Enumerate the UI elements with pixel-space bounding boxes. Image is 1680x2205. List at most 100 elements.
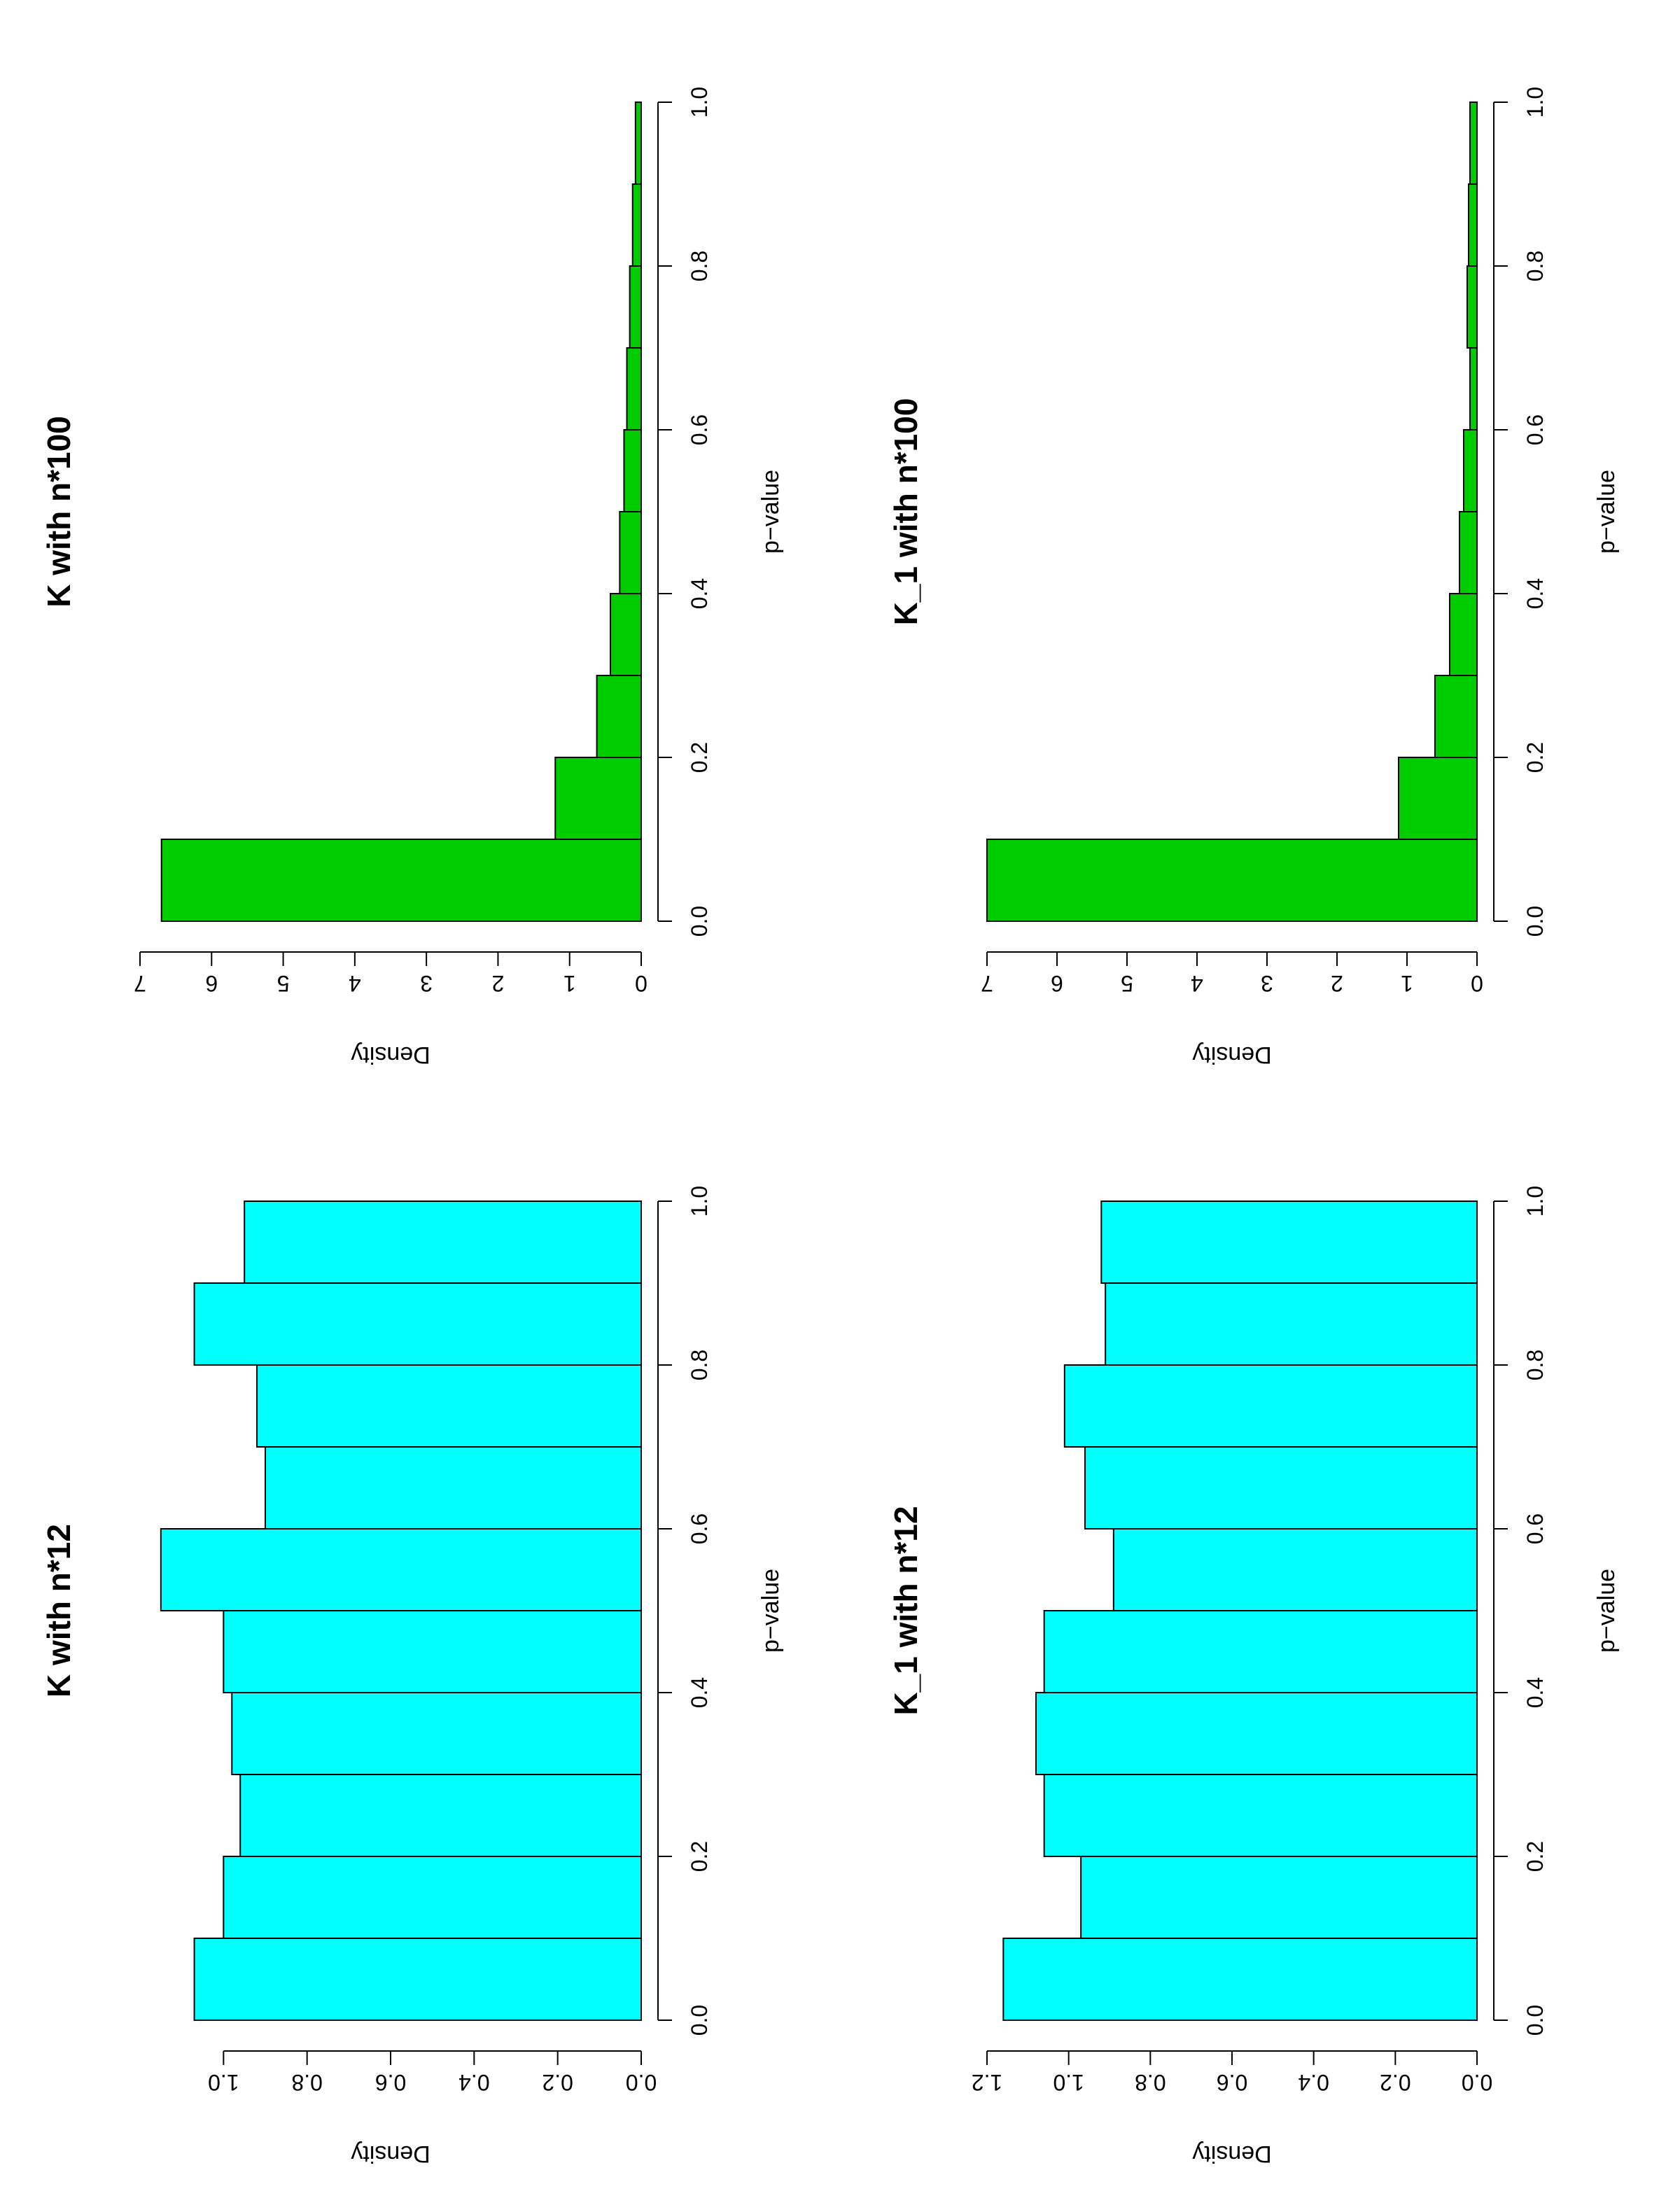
y-tick-label: 1 xyxy=(564,971,576,996)
y-tick-label: 0.6 xyxy=(375,2070,406,2095)
y-axis-label: Density xyxy=(1192,1042,1271,1068)
x-tick-label: 1.0 xyxy=(1522,1186,1548,1217)
chart-title: K with n*12 xyxy=(41,1524,77,1698)
bar xyxy=(239,1774,642,1857)
bar xyxy=(634,102,642,185)
bar xyxy=(1100,1200,1478,1284)
bar xyxy=(623,429,642,512)
y-tick-label: 4 xyxy=(1191,971,1203,996)
x-tick-label: 0.4 xyxy=(687,1677,712,1708)
bar xyxy=(610,593,643,676)
bar xyxy=(1434,675,1478,758)
bar xyxy=(193,1938,643,2021)
bar xyxy=(1080,1856,1478,1939)
bar xyxy=(1398,757,1478,840)
bar xyxy=(1084,1446,1478,1530)
bar xyxy=(223,1610,643,1693)
x-tick-label: 0.2 xyxy=(687,1841,712,1872)
x-tick-label: 0.8 xyxy=(687,1350,712,1380)
x-tick-label: 1.0 xyxy=(1522,87,1548,118)
y-tick-label: 0.8 xyxy=(1135,2070,1166,2095)
x-tick-label: 0.4 xyxy=(1522,578,1548,609)
chart-title: K_1 with n*100 xyxy=(888,398,924,626)
y-tick-label: 7 xyxy=(134,971,146,996)
y-tick-label: 1.0 xyxy=(208,2070,239,2095)
x-tick-label: 0.2 xyxy=(687,742,712,773)
y-tick-label: 2 xyxy=(492,971,505,996)
x-tick-label: 0.0 xyxy=(1522,2005,1548,2036)
x-tick-label: 0.2 xyxy=(1522,742,1548,773)
x-tick-label: 0.6 xyxy=(1522,414,1548,445)
bar xyxy=(1468,183,1478,267)
y-axis-label: Density xyxy=(351,1042,430,1068)
chart-title: K_1 with n*12 xyxy=(888,1506,924,1715)
y-tick-label: 0.2 xyxy=(1380,2070,1410,2095)
x-tick-label: 0.8 xyxy=(1522,1350,1548,1380)
x-axis-label: p−value xyxy=(757,1569,784,1653)
bar xyxy=(631,183,642,267)
y-axis-label: Density xyxy=(351,2141,430,2167)
y-tick-label: 3 xyxy=(420,971,433,996)
y-tick-label: 3 xyxy=(1261,971,1273,996)
y-tick-label: 1.2 xyxy=(972,2070,1002,2095)
bar xyxy=(1469,102,1478,185)
x-axis-label: p−value xyxy=(1593,470,1620,554)
x-tick-label: 0.4 xyxy=(687,578,712,609)
x-tick-label: 1.0 xyxy=(687,1186,712,1217)
x-tick-label: 0.2 xyxy=(1522,1841,1548,1872)
y-tick-label: 0.8 xyxy=(291,2070,322,2095)
y-tick-label: 2 xyxy=(1331,971,1343,996)
bar xyxy=(1002,1938,1478,2021)
x-tick-label: 0.8 xyxy=(687,251,712,281)
bar xyxy=(193,1282,643,1366)
y-tick-label: 0.0 xyxy=(626,2070,657,2095)
y-tick-label: 6 xyxy=(1051,971,1063,996)
bar xyxy=(1105,1282,1478,1366)
bar xyxy=(1466,265,1478,349)
x-tick-label: 0.4 xyxy=(1522,1677,1548,1708)
bar xyxy=(596,675,643,758)
y-tick-label: 0 xyxy=(1471,971,1483,996)
bar xyxy=(1463,429,1478,512)
bar xyxy=(554,757,642,840)
bar xyxy=(223,1856,643,1939)
x-tick-label: 0.0 xyxy=(687,2005,712,2036)
y-tick-label: 1 xyxy=(1401,971,1413,996)
x-tick-label: 1.0 xyxy=(687,87,712,118)
bar xyxy=(231,1692,642,1775)
bar xyxy=(1043,1774,1478,1857)
x-tick-label: 0.6 xyxy=(687,414,712,445)
x-tick-label: 0.0 xyxy=(687,906,712,937)
bar xyxy=(626,347,642,430)
bar xyxy=(1112,1528,1478,1611)
y-tick-label: 7 xyxy=(981,971,993,996)
x-axis-label: p−value xyxy=(1593,1569,1620,1653)
y-tick-label: 5 xyxy=(1121,971,1133,996)
bar xyxy=(1449,593,1478,676)
y-tick-label: 0.2 xyxy=(542,2070,573,2095)
y-tick-label: 0 xyxy=(635,971,648,996)
y-tick-label: 0.0 xyxy=(1462,2070,1492,2095)
bar xyxy=(160,1528,643,1611)
bar xyxy=(1469,347,1478,430)
bar xyxy=(265,1446,642,1530)
y-tick-label: 0.6 xyxy=(1217,2070,1247,2095)
x-tick-label: 0.6 xyxy=(687,1513,712,1544)
bar xyxy=(256,1364,643,1448)
x-tick-label: 0.6 xyxy=(1522,1513,1548,1544)
bar xyxy=(1035,1692,1478,1775)
y-axis-label: Density xyxy=(1192,2141,1271,2167)
plots: 0.0 0.2 0.4 0.6 0.8 1.0 0.0 0.2 0.4 0.6 0.8 1.0 K wi… xyxy=(41,87,1620,2167)
x-tick-label: 0.0 xyxy=(1522,906,1548,937)
x-axis-label: p−value xyxy=(757,470,784,554)
bar xyxy=(244,1200,642,1284)
bar xyxy=(629,265,642,349)
y-tick-label: 1.0 xyxy=(1053,2070,1084,2095)
x-tick-label: 0.8 xyxy=(1522,251,1548,281)
bar xyxy=(1459,511,1478,594)
y-tick-label: 0.4 xyxy=(1298,2070,1329,2095)
bar xyxy=(619,511,642,594)
y-tick-label: 6 xyxy=(205,971,218,996)
bar xyxy=(160,839,642,922)
